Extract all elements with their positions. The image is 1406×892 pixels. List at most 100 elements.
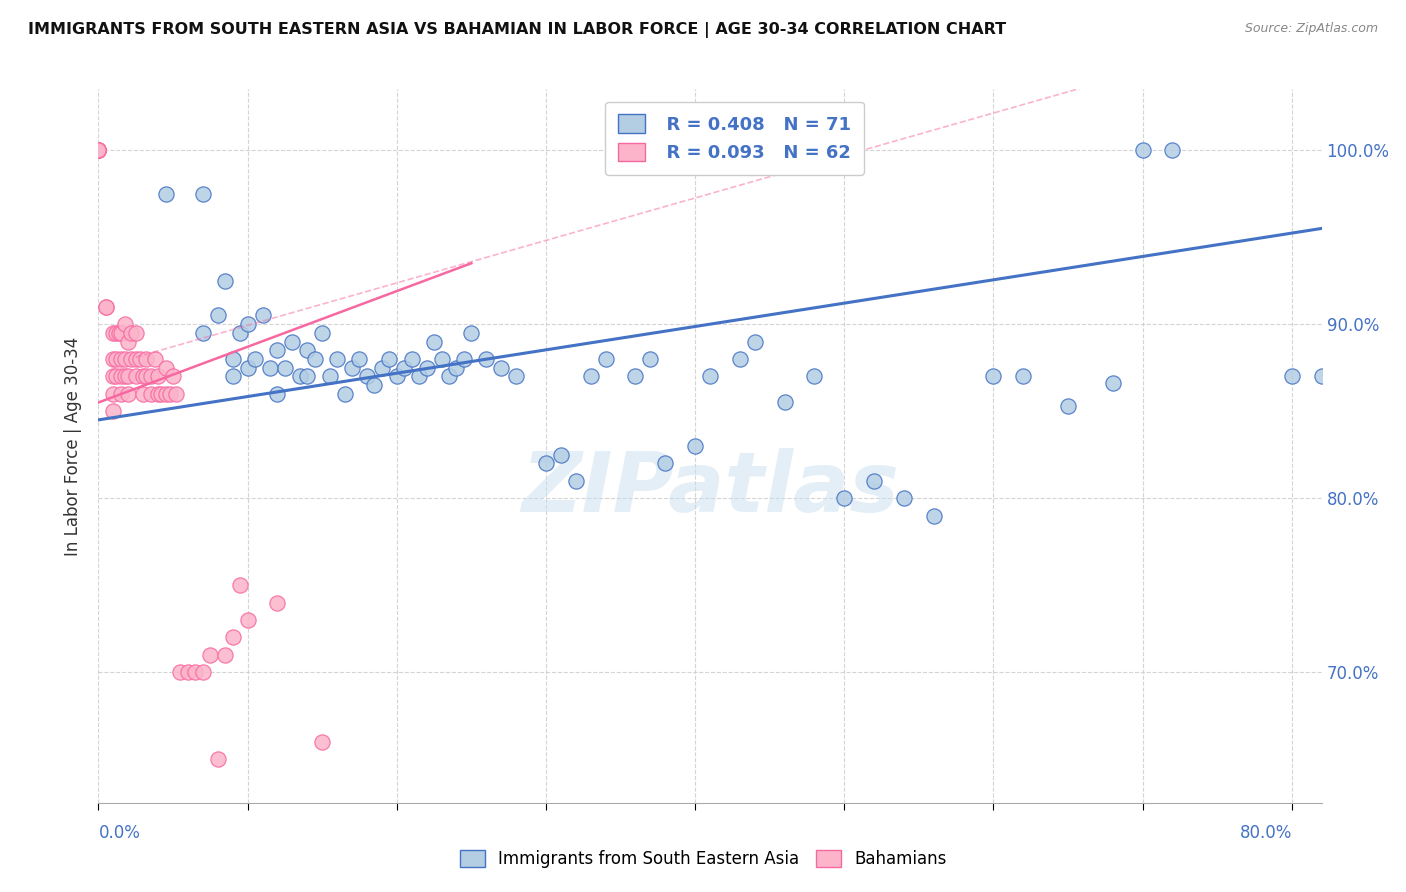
Point: [103, 369, 125, 384]
Point: [114, 369, 136, 384]
Point: [326, 351, 349, 366]
Point: [385, 369, 408, 384]
Point: [803, 369, 825, 384]
Point: [117, 369, 139, 384]
Point: [120, 351, 142, 366]
Point: [565, 474, 588, 488]
Point: [214, 648, 236, 662]
Point: [191, 326, 214, 340]
Point: [243, 351, 266, 366]
Point: [363, 378, 385, 392]
Point: [135, 369, 157, 384]
Point: [683, 439, 706, 453]
Point: [105, 351, 128, 366]
Point: [114, 351, 136, 366]
Point: [103, 404, 125, 418]
Point: [304, 351, 326, 366]
Point: [135, 351, 157, 366]
Point: [94, 300, 117, 314]
Point: [297, 369, 319, 384]
Point: [550, 448, 572, 462]
Point: [191, 665, 214, 680]
Point: [105, 326, 128, 340]
Point: [117, 386, 139, 401]
Point: [87, 143, 110, 157]
Point: [191, 186, 214, 201]
Point: [297, 343, 319, 358]
Point: [139, 386, 162, 401]
Legend: Immigrants from South Eastern Asia, Bahamians: Immigrants from South Eastern Asia, Baha…: [453, 843, 953, 875]
Point: [579, 369, 602, 384]
Point: [87, 143, 110, 157]
Point: [430, 351, 453, 366]
Point: [654, 457, 676, 471]
Point: [87, 143, 110, 157]
Point: [159, 386, 181, 401]
Point: [103, 386, 125, 401]
Point: [87, 143, 110, 157]
Point: [281, 334, 304, 349]
Point: [534, 457, 557, 471]
Point: [863, 474, 886, 488]
Point: [640, 351, 662, 366]
Point: [475, 351, 498, 366]
Point: [143, 351, 166, 366]
Point: [392, 360, 416, 375]
Point: [155, 360, 177, 375]
Point: [266, 386, 288, 401]
Point: [214, 274, 236, 288]
Point: [274, 360, 297, 375]
Point: [221, 369, 243, 384]
Point: [252, 309, 274, 323]
Text: 0.0%: 0.0%: [98, 823, 141, 842]
Point: [423, 334, 446, 349]
Point: [229, 578, 252, 592]
Text: IMMIGRANTS FROM SOUTH EASTERN ASIA VS BAHAMIAN IN LABOR FORCE | AGE 30-34 CORREL: IMMIGRANTS FROM SOUTH EASTERN ASIA VS BA…: [28, 22, 1007, 38]
Point: [87, 143, 110, 157]
Point: [415, 360, 437, 375]
Point: [117, 334, 139, 349]
Point: [505, 369, 527, 384]
Point: [446, 360, 468, 375]
Text: ZIPatlas: ZIPatlas: [522, 449, 898, 529]
Point: [266, 343, 288, 358]
Point: [103, 326, 125, 340]
Point: [150, 386, 173, 401]
Point: [1057, 399, 1080, 413]
Point: [105, 369, 128, 384]
Point: [1281, 369, 1303, 384]
Point: [699, 369, 721, 384]
Point: [169, 665, 191, 680]
Point: [125, 369, 148, 384]
Point: [349, 351, 371, 366]
Point: [236, 317, 259, 331]
Point: [139, 369, 162, 384]
Point: [1310, 369, 1333, 384]
Point: [207, 752, 229, 766]
Point: [378, 351, 401, 366]
Point: [146, 369, 169, 384]
Point: [110, 386, 132, 401]
Point: [266, 596, 288, 610]
Point: [983, 369, 1005, 384]
Point: [408, 369, 430, 384]
Point: [773, 395, 796, 409]
Point: [155, 186, 177, 201]
Point: [236, 613, 259, 627]
Point: [125, 326, 148, 340]
Legend:   R = 0.408   N = 71,   R = 0.093   N = 62: R = 0.408 N = 71, R = 0.093 N = 62: [606, 102, 863, 175]
Point: [624, 369, 647, 384]
Point: [132, 386, 155, 401]
Text: 80.0%: 80.0%: [1240, 823, 1292, 842]
Point: [114, 317, 136, 331]
Point: [460, 326, 482, 340]
Point: [229, 326, 252, 340]
Point: [184, 665, 207, 680]
Point: [103, 351, 125, 366]
Point: [132, 369, 155, 384]
Point: [110, 326, 132, 340]
Point: [489, 360, 512, 375]
Point: [221, 351, 243, 366]
Point: [728, 351, 751, 366]
Point: [311, 326, 333, 340]
